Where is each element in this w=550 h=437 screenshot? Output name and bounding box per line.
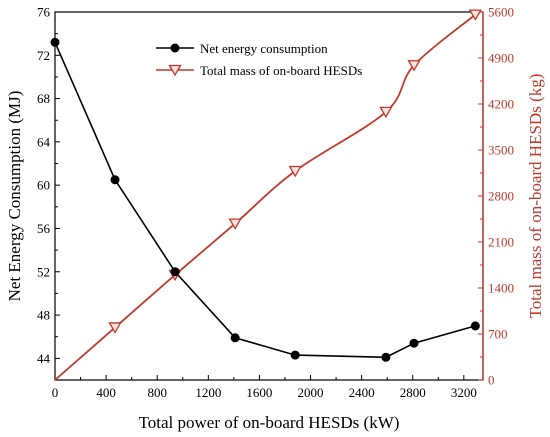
x-tick-label: 800 — [147, 385, 167, 400]
hesd-mass-marker — [468, 9, 482, 21]
right-y-tick-label: 5600 — [488, 5, 514, 20]
left-y-tick-label: 60 — [37, 178, 50, 193]
x-tick-label: 2000 — [298, 385, 324, 400]
x-tick-label: 1200 — [195, 385, 221, 400]
right-y-tick-label: 0 — [488, 373, 495, 388]
net-energy-marker — [381, 352, 391, 362]
legend-label-net-energy: Net energy consumption — [200, 41, 328, 56]
series-line-hesd-mass — [54, 13, 476, 381]
x-tick-label: 2800 — [400, 385, 426, 400]
legend-marker-hesd-mass — [168, 64, 182, 77]
left-y-tick-label: 48 — [37, 308, 50, 323]
hesd-mass-marker — [108, 322, 122, 334]
left-y-tick-label: 64 — [37, 134, 51, 149]
right-y-axis-title: Total mass of on-board HESDs (kg) — [526, 74, 545, 319]
x-axis-title: Total power of on-board HESDs (kW) — [139, 413, 400, 432]
net-energy-marker — [110, 175, 120, 185]
net-energy-marker — [470, 321, 480, 331]
series-line-net-energy — [54, 41, 476, 359]
left-y-tick-label: 76 — [37, 5, 51, 20]
x-tick-label: 3200 — [451, 385, 477, 400]
right-y-tick-label: 700 — [488, 327, 508, 342]
x-tick-label: 1600 — [246, 385, 272, 400]
x-tick-label: 2400 — [349, 385, 375, 400]
right-y-tick-label: 3500 — [488, 143, 514, 158]
x-tick-label: 0 — [52, 385, 59, 400]
hesd-mass-marker — [379, 106, 393, 119]
left-y-tick-label: 72 — [37, 48, 50, 63]
net-energy-marker — [290, 350, 300, 360]
right-y-axis-ticks: 0 700 1400 2100 2800 3500 4200 4900 5600 — [478, 5, 514, 388]
left-y-tick-label: 44 — [37, 351, 51, 366]
right-y-tick-label: 4200 — [488, 97, 514, 112]
right-y-tick-label: 2100 — [488, 235, 514, 250]
right-y-tick-label: 2800 — [488, 189, 514, 204]
right-y-tick-label: 4900 — [488, 51, 514, 66]
legend-label-hesd-mass: Total mass of on-board HESDs — [200, 63, 362, 78]
legend-box — [150, 34, 382, 84]
hesd-mass-marker — [228, 218, 242, 230]
left-y-tick-label: 68 — [37, 91, 50, 106]
x-tick-label: 400 — [96, 385, 116, 400]
right-y-tick-label: 1400 — [488, 281, 514, 296]
left-y-axis-title: Net Energy Consumption (MJ) — [5, 91, 24, 302]
legend-marker-net-energy — [170, 43, 180, 53]
net-energy-marker — [170, 267, 180, 277]
x-axis-ticks: 0 400 800 1200 1600 2000 2400 2800 3200 — [52, 375, 477, 400]
left-y-axis-ticks: 44 48 52 56 60 64 68 72 76 — [37, 5, 60, 366]
hesd-mass-marker — [407, 60, 421, 72]
net-energy-marker — [50, 37, 60, 47]
legend: Net energy consumption Total mass of on-… — [150, 34, 382, 84]
net-energy-marker — [409, 338, 419, 348]
hesd-mass-marker — [288, 165, 302, 178]
left-y-tick-label: 52 — [37, 264, 50, 279]
net-energy-marker — [230, 333, 240, 343]
left-y-tick-label: 56 — [37, 221, 51, 236]
series-layer — [50, 9, 482, 381]
